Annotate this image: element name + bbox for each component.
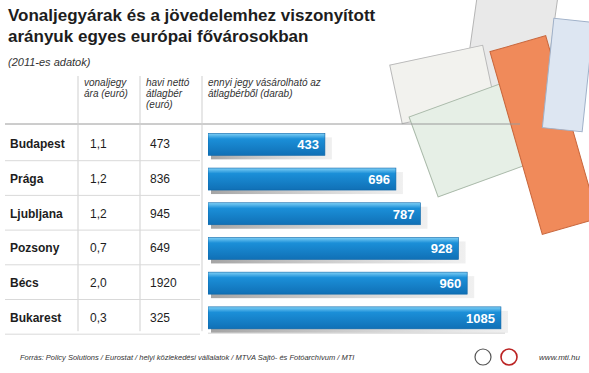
data-label: 433 [297,137,319,152]
title: Vonaljegyárak és a jövedelemhez viszonyí… [8,6,376,46]
bar [208,272,467,294]
data-label: 960 [439,276,461,291]
column-divider [140,76,141,331]
row-separator [5,334,200,335]
bar [208,203,420,225]
row-separator [5,230,200,231]
data-label: 1085 [466,311,495,326]
labels: Budapest 1,1 473 433 Prága 1,2 836 696 Ljubljana… [10,137,495,326]
column-header: ennyi jegy vásárolható azátlagbérből (da… [208,77,321,99]
bar [208,307,501,329]
source: Forrás: Policy Solutions / Eurostat / he… [20,353,354,362]
column-header: havi nettóátlagbér(euró) [146,77,190,110]
ticket-price: 0,7 [90,241,107,255]
bar [208,133,325,155]
logo [475,349,491,365]
x-axis-line [208,333,505,334]
row-separator [5,264,200,265]
category-label: Bécs [10,276,39,290]
logo [501,349,517,365]
data-label: 928 [431,241,453,256]
chart: Vonaljegyárak és a jövedelemhez viszonyí… [0,0,589,373]
monthly-wage: 1920 [150,276,177,290]
subtitle: (2011-es adatok) [8,56,91,68]
bars [208,133,508,333]
ticket-decoration [390,0,589,234]
monthly-wage: 325 [150,311,170,325]
category-label: Budapest [10,137,65,151]
ticket-price: 2,0 [90,276,107,290]
ticket-price: 0,3 [90,311,107,325]
header-separator [5,124,520,125]
monthly-wage: 945 [150,207,170,221]
column-divider [78,76,79,331]
category-label: Bukarest [10,311,61,325]
category-label: Pozsony [10,241,60,255]
ticket-price: 1,2 [90,172,107,186]
data-label: 787 [393,207,415,222]
row-separator [5,299,200,300]
monthly-wage: 473 [150,137,170,151]
ticket-shape [542,18,589,132]
category-label: Ljubljana [10,207,63,221]
category-label: Prága [10,172,44,186]
monthly-wage: 836 [150,172,170,186]
website: www.mti.hu [539,353,580,362]
column-header: vonaljegyára (euró) [84,77,128,99]
monthly-wage: 649 [150,241,170,255]
row-separator [5,160,200,161]
chart-root: Vonaljegyárak és a jövedelemhez viszonyí… [0,0,589,373]
bar [208,237,459,259]
ticket-price: 1,1 [90,137,107,151]
data-label: 696 [368,172,390,187]
bar [208,168,396,190]
row-separator [5,195,200,196]
ticket-price: 1,2 [90,207,107,221]
column-divider [202,76,203,331]
